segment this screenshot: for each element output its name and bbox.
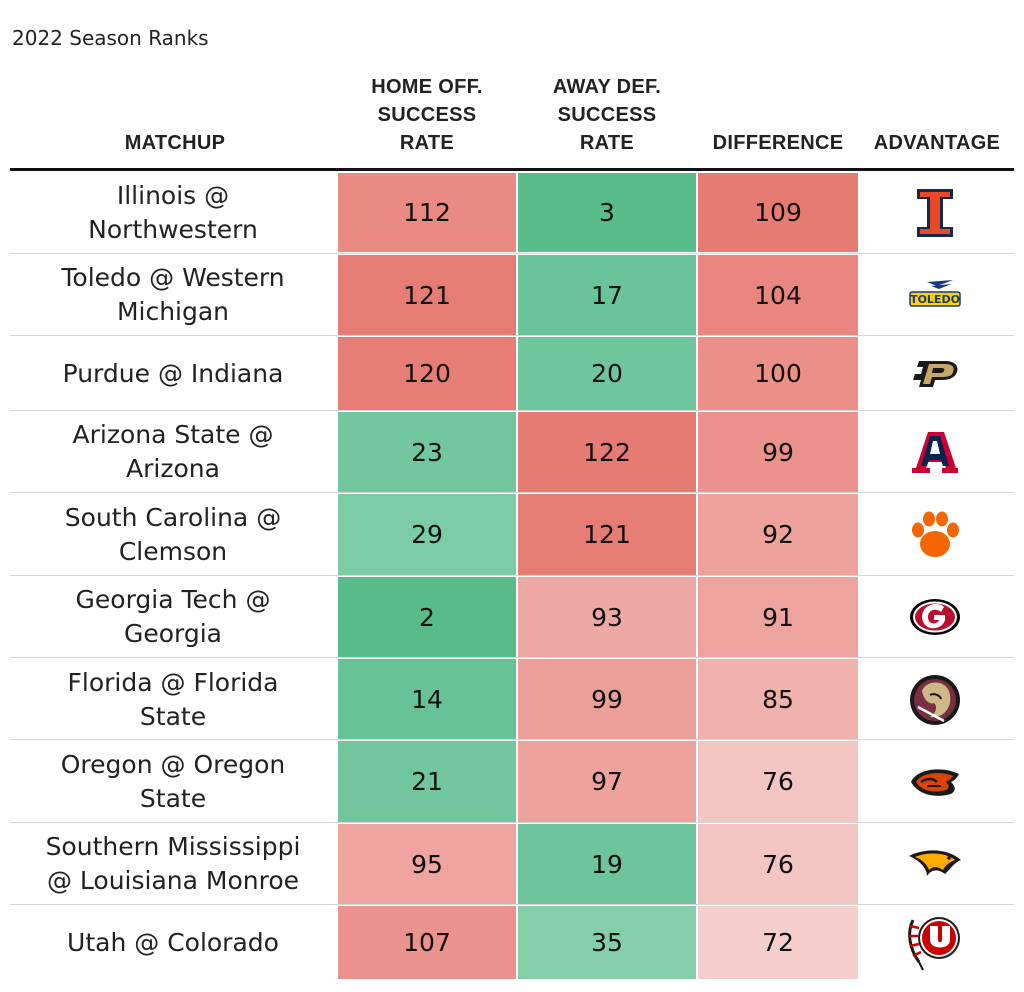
away-def-cell: 121 (518, 494, 696, 575)
row-divider (10, 739, 1014, 740)
away-def-cell: 20 (518, 337, 696, 410)
matchup-line: Arizona (126, 454, 220, 483)
matchup-line: Illinois @ (116, 180, 230, 210)
away-def-cell: 97 (518, 741, 696, 822)
matchup-line: Arizona State @ (72, 420, 274, 449)
matchup-label: South Carolina @ Clemson (10, 494, 336, 575)
home-off-cell: 29 (338, 494, 516, 575)
away-def-cell: 17 (518, 255, 696, 335)
matchup-line: State (139, 701, 207, 731)
row-divider (10, 904, 1014, 905)
home-off-cell: 23 (338, 412, 516, 492)
matchup-line: Michigan (116, 297, 230, 326)
home-off-cell: 14 (338, 659, 516, 740)
header-home-off-line-2: SUCCESS (377, 104, 477, 126)
away-def-cell: 122 (518, 412, 696, 492)
matchup-line: Utah @ Colorado (67, 927, 279, 957)
matchup-line: Georgia (123, 619, 222, 648)
toledo-logo-icon: TOLEDO (870, 255, 1000, 335)
matchup-line: Georgia Tech @ (75, 585, 271, 614)
home-off-cell: 121 (338, 255, 516, 335)
row-divider (10, 822, 1014, 823)
matchup-line: @ Louisiana Monroe (46, 866, 300, 895)
clemson-logo-icon (870, 494, 1000, 575)
difference-cell: 100 (698, 337, 858, 410)
difference-cell: 76 (698, 741, 858, 822)
row-divider (10, 335, 1014, 336)
difference-cell: 92 (698, 494, 858, 575)
matchup-line: Toledo @ Western (61, 263, 285, 292)
utah-logo-icon (870, 906, 1000, 979)
matchup-label: Toledo @ Western Michigan (10, 255, 336, 335)
difference-cell: 72 (698, 906, 858, 979)
home-off-cell: 2 (338, 577, 516, 657)
matchup-label: Utah @ Colorado (10, 906, 336, 979)
matchup-label: Purdue @ Indiana (10, 337, 336, 410)
southern-miss-logo-icon (870, 824, 1000, 904)
florida-state-logo-icon (870, 659, 1000, 740)
matchup-label: Illinois @ Northwestern (10, 173, 336, 252)
away-def-cell: 35 (518, 906, 696, 979)
away-def-cell: 3 (518, 173, 696, 252)
row-divider (10, 657, 1014, 658)
row-divider (10, 253, 1014, 254)
header-difference-line: DIFFERENCE (712, 132, 844, 154)
header-home-off-line-1: HOME OFF. (371, 76, 483, 98)
difference-cell: 91 (698, 577, 858, 657)
matchup-line: State (139, 783, 207, 813)
subtitle: 2022 Season Ranks (12, 26, 209, 50)
home-off-cell: 107 (338, 906, 516, 979)
difference-cell: 104 (698, 255, 858, 335)
header-home-off: HOME OFF. SUCCESS RATE (338, 73, 516, 157)
row-divider (10, 575, 1014, 576)
matchup-label: Florida @ Florida State (10, 659, 336, 740)
matchup-line: Oregon @ Oregon (60, 749, 286, 779)
header-matchup: MATCHUP (80, 129, 270, 157)
home-off-cell: 21 (338, 741, 516, 822)
row-divider (10, 492, 1014, 493)
matchup-line: Clemson (118, 536, 228, 566)
matchup-label: Southern Mississippi @ Louisiana Monroe (10, 824, 336, 904)
header-away-def-line-2: SUCCESS (557, 104, 657, 126)
home-off-cell: 120 (338, 337, 516, 410)
home-off-cell: 95 (338, 824, 516, 904)
away-def-cell: 99 (518, 659, 696, 740)
arizona-logo-icon (870, 412, 1000, 492)
oregon-state-logo-icon (870, 741, 1000, 822)
matchup-label: Arizona State @ Arizona (10, 412, 336, 492)
away-def-cell: 93 (518, 577, 696, 657)
header-difference: DIFFERENCE (698, 129, 858, 157)
matchup-line: Florida @ Florida (67, 667, 279, 697)
matchup-label: Georgia Tech @ Georgia (10, 577, 336, 657)
header-matchup-line: MATCHUP (124, 132, 226, 154)
header-away-def: AWAY DEF. SUCCESS RATE (518, 73, 696, 157)
header-away-def-line-3: RATE (579, 132, 635, 154)
purdue-logo-icon (870, 337, 1000, 410)
row-divider (10, 410, 1014, 411)
header-advantage-line: ADVANTAGE (873, 132, 1001, 154)
header-advantage: ADVANTAGE (862, 129, 1012, 157)
illinois-logo-icon (870, 173, 1000, 252)
matchup-line: Southern Mississippi (45, 832, 301, 861)
matchup-line: South Carolina @ (64, 502, 282, 532)
matchup-line: Northwestern (88, 214, 258, 244)
header-rule (10, 168, 1014, 171)
svg-text:TOLEDO: TOLEDO (910, 293, 960, 306)
away-def-cell: 19 (518, 824, 696, 904)
header-away-def-line-1: AWAY DEF. (552, 76, 662, 98)
difference-cell: 109 (698, 173, 858, 252)
difference-cell: 76 (698, 824, 858, 904)
difference-cell: 99 (698, 412, 858, 492)
matchup-line: Purdue @ Indiana (62, 358, 284, 388)
difference-cell: 85 (698, 659, 858, 740)
home-off-cell: 112 (338, 173, 516, 252)
matchup-label: Oregon @ Oregon State (10, 741, 336, 822)
header-home-off-line-3: RATE (399, 132, 455, 154)
georgia-logo-icon (870, 577, 1000, 657)
